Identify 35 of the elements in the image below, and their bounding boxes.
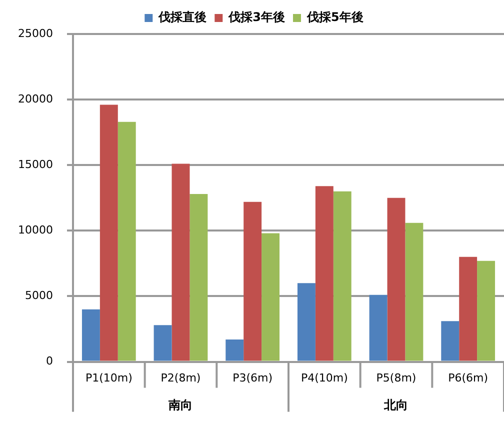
- bar: [244, 202, 262, 361]
- text: 北向: [383, 398, 408, 412]
- bar: [405, 222, 424, 361]
- text: 南向: [168, 398, 193, 412]
- legend-label: 伐採直後: [158, 10, 207, 24]
- bar: [297, 283, 316, 361]
- bar: [315, 186, 334, 361]
- bar: [172, 164, 190, 361]
- bar: [226, 340, 244, 361]
- x-tick-label: P3(6m): [232, 371, 273, 384]
- x-tick-label: P6(6m): [448, 371, 488, 384]
- y-tick-label: 15000: [18, 158, 53, 171]
- bar: [369, 294, 388, 361]
- x-tick-label: P5(8m): [376, 371, 416, 384]
- y-tick-label: 25000: [18, 26, 53, 40]
- y-tick-label: 5000: [24, 289, 53, 302]
- legend-label: 伐採3年後: [228, 10, 286, 24]
- bar: [477, 260, 496, 361]
- bar: [100, 104, 118, 361]
- x-tick-label: P1(10m): [85, 371, 132, 384]
- bar: [154, 325, 172, 361]
- x-tick-label: P2(8m): [160, 371, 201, 384]
- bar: [262, 233, 280, 361]
- bar: [387, 198, 406, 361]
- y-tick-label: 0: [46, 354, 53, 368]
- bar: [333, 191, 352, 361]
- bar: [190, 194, 208, 361]
- bar: [118, 122, 136, 361]
- bar: [82, 309, 100, 361]
- bar: [459, 256, 478, 361]
- bar: [441, 321, 460, 361]
- legend-label: 伐採5年後: [306, 10, 364, 24]
- y-tick-label: 10000: [18, 224, 53, 237]
- y-tick-label: 20000: [18, 92, 53, 106]
- x-tick-label: P4(10m): [300, 371, 348, 384]
